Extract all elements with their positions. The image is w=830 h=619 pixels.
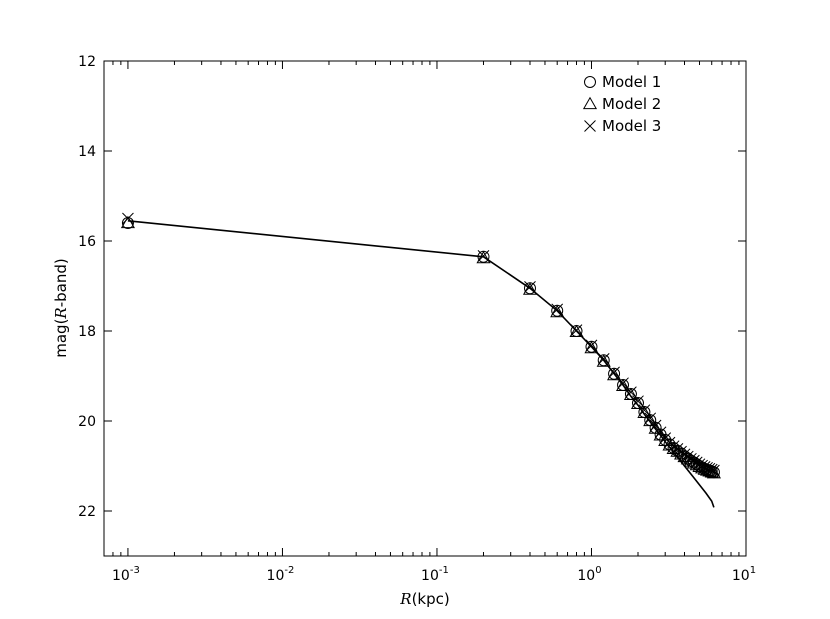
- y-tick-label: 18: [78, 324, 96, 340]
- x-tick-label: 10-3: [112, 565, 140, 584]
- data-point-x: [698, 461, 711, 473]
- data-point-x: [681, 450, 694, 463]
- data-point-triangle: [637, 405, 652, 419]
- legend-label: Model 1: [602, 73, 661, 91]
- data-point-triangle: [584, 340, 599, 354]
- y-tick-label: 22: [78, 504, 96, 520]
- data-point-x: [632, 395, 644, 408]
- legend-label: Model 3: [602, 117, 661, 135]
- x-tick-label: 101: [732, 565, 756, 584]
- data-point-triangle: [706, 465, 721, 479]
- data-point-x: [667, 440, 680, 453]
- data-point-triangle: [643, 413, 658, 427]
- legend-marker-triangle: [582, 96, 598, 110]
- data-point-x: [678, 448, 691, 461]
- y-axis-label: mag(R-band): [52, 258, 70, 358]
- x-tick-label: 10-1: [421, 565, 449, 584]
- data-point-x: [701, 461, 713, 474]
- legend-marker-circle: [584, 76, 596, 88]
- data-point-x: [675, 445, 687, 458]
- data-point-triangle: [476, 250, 491, 264]
- legend-marker-x: [584, 120, 596, 132]
- legend-entry: Model 3: [584, 117, 661, 135]
- data-point-x: [625, 386, 637, 399]
- data-point-triangle: [658, 433, 673, 446]
- data-point-x: [703, 462, 716, 475]
- data-point-triangle: [522, 282, 538, 295]
- data-point-triangle: [607, 367, 622, 381]
- data-point-x: [654, 426, 667, 439]
- x-axis-label: R(kpc): [399, 590, 449, 608]
- data-point-x: [705, 463, 718, 476]
- y-tick-label: 20: [78, 414, 96, 430]
- legend-entry: Model 1: [584, 73, 661, 91]
- y-tick-label: 14: [78, 144, 96, 160]
- data-point-triangle: [596, 354, 611, 367]
- data-point-triangle: [550, 304, 565, 318]
- data-point-triangle: [615, 378, 631, 392]
- legend: Model 1 Model 2 Model 3: [582, 73, 661, 135]
- data-point-x: [649, 419, 662, 432]
- data-point-x: [551, 303, 564, 316]
- y-tick-label: 12: [78, 54, 96, 70]
- axis-ticks: 10-3 10-2 10-1 100 101 12 14 16 18 20 22: [78, 54, 756, 584]
- fit-line-group: [127, 220, 715, 508]
- data-point-x: [638, 404, 651, 417]
- fit-line: [127, 220, 715, 508]
- data-point-x: [644, 412, 657, 425]
- data-point-triangle: [648, 421, 663, 434]
- data-point-triangle: [569, 324, 584, 338]
- data-point-x: [708, 464, 720, 477]
- data-point-x: [122, 212, 134, 225]
- data-point-triangle: [653, 428, 668, 441]
- plot-frame: [103, 60, 747, 557]
- data-point-triangle: [630, 396, 646, 410]
- data-point-x: [688, 454, 700, 467]
- data-point-x: [585, 339, 598, 352]
- data-point-triangle: [623, 387, 638, 401]
- y-tick-label: 16: [78, 234, 96, 250]
- data-point-x: [690, 456, 703, 469]
- legend-entry: Model 2: [582, 95, 661, 113]
- x-tick-label: 100: [577, 565, 601, 584]
- data-point-x: [685, 452, 697, 465]
- x-tick-label: 10-2: [267, 565, 295, 584]
- legend-label: Model 2: [602, 95, 661, 113]
